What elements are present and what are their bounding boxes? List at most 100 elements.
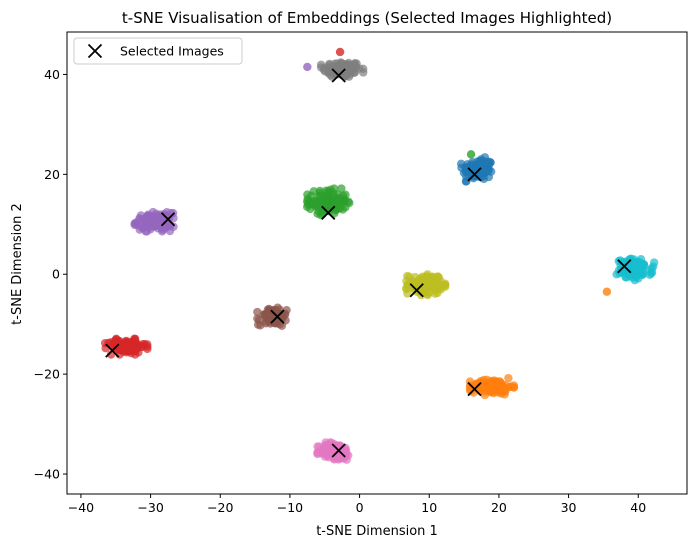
data-point (332, 197, 342, 207)
data-point (336, 446, 346, 455)
data-point (625, 271, 635, 281)
data-point (327, 72, 337, 81)
y-axis-label: t-SNE Dimension 2 (10, 203, 25, 325)
data-point (423, 273, 433, 283)
cluster-0 (316, 58, 368, 81)
outlier-point (303, 62, 312, 72)
data-point (322, 442, 331, 451)
x-tick-label: 30 (561, 500, 577, 515)
selected-marker (331, 68, 346, 83)
selected-markers (105, 68, 632, 458)
data-point (504, 373, 513, 383)
data-point (157, 223, 166, 233)
cluster-7 (100, 334, 152, 359)
legend-label: Selected Images (120, 44, 224, 59)
data-point (130, 220, 139, 230)
data-point (126, 346, 135, 355)
data-point (337, 184, 346, 193)
outlier-point (335, 47, 345, 57)
data-point (320, 193, 330, 203)
data-point (271, 307, 280, 317)
data-point (146, 216, 155, 226)
data-point (497, 382, 507, 391)
cluster-9 (313, 438, 353, 464)
data-point (404, 272, 414, 281)
cluster-1 (456, 153, 496, 186)
data-point (154, 216, 163, 226)
data-point (165, 226, 175, 236)
x-tick-label: −20 (207, 500, 233, 515)
data-point (338, 197, 348, 206)
data-point (471, 165, 481, 175)
x-tick-label: 10 (421, 500, 437, 515)
data-point (476, 376, 485, 386)
selected-marker (160, 212, 176, 227)
x-axis-label: t-SNE Dimension 1 (316, 524, 438, 539)
x-tick-label: −40 (68, 500, 94, 515)
data-point (143, 340, 152, 349)
cluster-8 (465, 373, 519, 400)
selected-marker (270, 309, 285, 324)
data-point (135, 214, 144, 223)
data-point (359, 64, 368, 74)
selected-marker (331, 443, 346, 458)
data-point (143, 210, 153, 219)
data-point (410, 272, 420, 282)
data-point (634, 274, 643, 283)
data-point (313, 209, 322, 218)
data-point (253, 314, 262, 323)
cluster-6 (253, 303, 291, 330)
scatter-points (100, 47, 659, 464)
cluster-5 (402, 270, 450, 300)
legend: Selected Images (73, 37, 243, 65)
x-tick-label: 40 (630, 500, 646, 515)
selected-marker (467, 381, 482, 397)
legend-marker (87, 43, 103, 59)
data-point (329, 189, 338, 198)
data-point (647, 268, 657, 277)
y-tick-label: 40 (44, 67, 60, 82)
x-axis-ticks: −40 −30 −20 −10 0 10 20 30 40 (68, 494, 646, 515)
data-point (509, 383, 519, 392)
data-point (636, 255, 646, 264)
selected-marker (321, 205, 336, 220)
data-point (130, 335, 139, 345)
data-point (323, 450, 333, 459)
selected-marker (409, 283, 424, 298)
x-tick-label: 20 (491, 500, 507, 515)
data-point (477, 159, 486, 169)
data-point (424, 288, 434, 297)
data-point (329, 442, 338, 451)
outlier-point (466, 150, 476, 159)
legend-box (73, 37, 243, 65)
y-tick-label: −40 (34, 467, 60, 482)
cluster-4 (612, 254, 659, 285)
plot-frame (66, 31, 688, 495)
y-tick-label: 0 (52, 267, 60, 282)
data-point (338, 205, 347, 214)
data-point (626, 254, 635, 264)
data-point (343, 62, 352, 71)
data-point (461, 177, 471, 186)
data-point (313, 448, 322, 457)
data-point (309, 187, 319, 196)
x-tick-label: 0 (356, 500, 364, 515)
y-axis-ticks: −40 −20 0 20 40 (34, 67, 67, 482)
y-tick-label: 20 (44, 167, 60, 182)
data-point (636, 260, 646, 270)
data-point (481, 166, 491, 176)
chart-title: t-SNE Visualisation of Embeddings (Selec… (122, 9, 612, 27)
plot-area: −40 −30 −20 −10 0 10 20 30 40 −40 −20 0 20 40 Selected… (34, 31, 688, 515)
data-point (261, 317, 271, 326)
data-point (315, 186, 325, 196)
cluster-2 (302, 184, 354, 220)
data-point (433, 272, 442, 281)
y-tick-label: −20 (34, 367, 60, 382)
data-point (440, 279, 450, 288)
selected-marker (105, 343, 120, 358)
x-tick-label: −30 (137, 500, 163, 515)
data-point (316, 63, 326, 72)
data-point (424, 281, 433, 290)
data-point (141, 227, 151, 236)
